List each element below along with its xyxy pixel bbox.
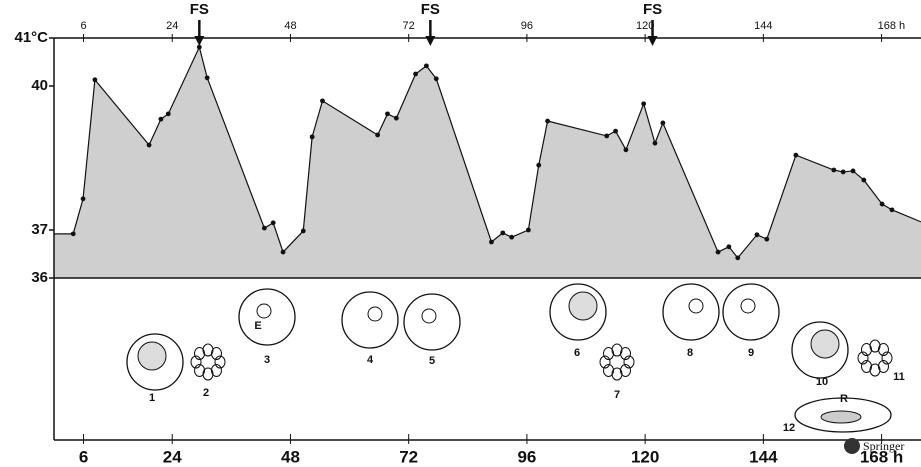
- stage-label: 10: [816, 376, 828, 388]
- x-tick-label-bottom: 48: [281, 447, 300, 466]
- logo: [844, 438, 860, 454]
- area: [54, 47, 921, 278]
- point: [281, 250, 286, 255]
- x-tick-label-bottom: 24: [163, 447, 182, 466]
- point: [413, 72, 418, 77]
- x-tick-label-top: 144: [754, 20, 772, 32]
- point: [147, 143, 152, 148]
- x-tick-label-bottom: 72: [399, 447, 418, 466]
- point: [262, 226, 267, 231]
- y-tick-label: 37: [31, 221, 48, 238]
- parasite: [811, 330, 839, 358]
- stage-label: 9: [748, 347, 754, 359]
- cell: [342, 292, 398, 348]
- x-tick-label-bottom: 6: [79, 447, 88, 466]
- stage-label: 12: [783, 422, 795, 434]
- cell-label: E: [254, 320, 261, 332]
- point: [301, 229, 306, 234]
- x-tick-label-bottom: 96: [517, 447, 536, 466]
- parasite: [138, 342, 166, 370]
- point: [735, 255, 740, 260]
- point: [831, 168, 836, 173]
- parasite: [368, 307, 382, 321]
- point: [726, 244, 731, 249]
- stage-label: 2: [203, 387, 209, 399]
- point: [385, 111, 390, 116]
- point: [526, 228, 531, 233]
- gametocyte-core: [821, 411, 861, 423]
- x-tick-label-bottom: 120: [631, 447, 659, 466]
- point: [434, 76, 439, 81]
- point: [653, 141, 658, 146]
- x-tick-label-top: 168 h: [878, 20, 906, 32]
- y-tick-label: 36: [31, 269, 48, 286]
- y-tick-label: 40: [31, 77, 48, 94]
- arrow-head: [425, 36, 435, 46]
- point: [310, 134, 315, 139]
- point: [205, 75, 210, 80]
- cell-label: R: [840, 393, 848, 405]
- x-tick-label-bottom: 144: [749, 447, 778, 466]
- stage-label: 5: [429, 355, 435, 367]
- point: [851, 169, 856, 174]
- point: [320, 98, 325, 103]
- annotation: FS: [421, 1, 440, 18]
- point: [755, 232, 760, 237]
- stage-label: 6: [574, 347, 580, 359]
- point: [81, 196, 86, 201]
- point: [394, 116, 399, 121]
- parasite: [741, 299, 755, 313]
- point: [841, 170, 846, 175]
- point: [641, 101, 646, 106]
- parasite: [422, 309, 436, 323]
- x-tick-label-top: 24: [166, 20, 178, 32]
- point: [536, 163, 541, 168]
- point: [604, 134, 609, 139]
- cell: [663, 284, 719, 340]
- point: [158, 117, 163, 122]
- x-tick-label-top: 96: [521, 20, 533, 32]
- stage-label: 4: [367, 354, 374, 366]
- point: [624, 147, 629, 152]
- point: [489, 240, 494, 245]
- point: [890, 207, 895, 212]
- stage-label: 1: [149, 392, 155, 404]
- y-tick-label: 41°C: [14, 29, 48, 46]
- stage-label: 7: [614, 389, 620, 401]
- stage-label: 3: [264, 354, 270, 366]
- chart: 36374041°C662424484872729696120120144144…: [0, 0, 921, 467]
- point: [880, 202, 885, 207]
- point: [764, 237, 769, 242]
- point: [793, 153, 798, 158]
- point: [500, 230, 505, 235]
- arrow-head: [648, 36, 658, 46]
- watermark: Springer: [863, 439, 904, 453]
- point: [509, 235, 514, 240]
- stage-label: 8: [687, 347, 693, 359]
- x-tick-label-top: 48: [284, 20, 296, 32]
- x-tick-label-top: 6: [80, 20, 86, 32]
- point: [861, 178, 866, 183]
- arrow-head: [194, 36, 204, 46]
- point: [660, 121, 665, 126]
- point: [271, 220, 276, 225]
- point: [613, 129, 618, 134]
- annotation: FS: [190, 1, 209, 18]
- stage-label: 11: [893, 371, 905, 383]
- parasite: [257, 304, 271, 318]
- point: [92, 77, 97, 82]
- point: [545, 119, 550, 124]
- point: [166, 111, 171, 116]
- parasite: [689, 299, 703, 313]
- annotation: FS: [643, 1, 662, 18]
- point: [71, 231, 76, 236]
- point: [424, 63, 429, 68]
- x-tick-label-top: 72: [403, 20, 415, 32]
- point: [375, 133, 380, 138]
- parasite: [569, 292, 597, 320]
- point: [716, 250, 721, 255]
